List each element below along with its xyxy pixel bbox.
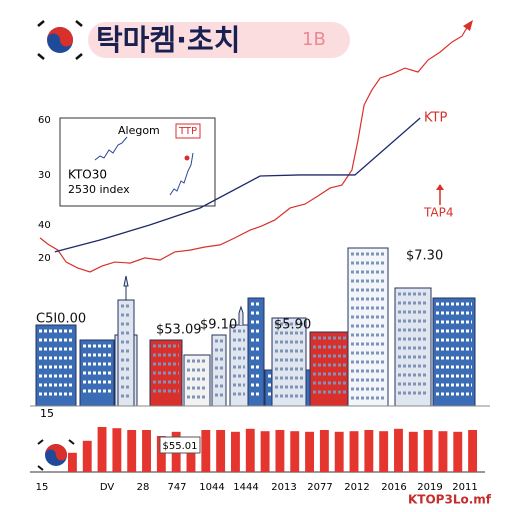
bar [290, 431, 300, 472]
bar [275, 430, 285, 472]
x-tick-label: 2013 [271, 482, 296, 493]
bar [67, 452, 77, 472]
x-tick-label: 1444 [233, 482, 258, 493]
annotation: $9.10 [200, 318, 237, 333]
annotation: KTP [424, 111, 447, 126]
inset-spark [169, 152, 194, 196]
inset-name: Alegom [118, 124, 160, 137]
x-tick-label: 2077 [307, 482, 332, 493]
title: 탁마켐·초치 [96, 23, 240, 57]
axis-label: 60 [38, 115, 51, 126]
annotation: $7.30 [406, 249, 443, 264]
x-tick-label: 747 [167, 482, 186, 493]
x-tick-label: 1044 [199, 482, 224, 493]
inset-line: 2530 index [68, 183, 130, 196]
axis-label: 30 [38, 170, 51, 181]
building [211, 334, 227, 407]
bar [468, 430, 478, 472]
building [309, 331, 351, 407]
bar [82, 440, 92, 472]
annotation: TAP4 [423, 206, 453, 220]
bar [334, 431, 344, 472]
x-tick-label: 2016 [381, 482, 406, 493]
bar [201, 430, 211, 472]
arrow-head [436, 184, 444, 190]
bar [423, 430, 433, 472]
line [54, 117, 421, 253]
building [432, 297, 476, 407]
bar [364, 430, 374, 472]
inset-tag: TTP [178, 126, 197, 137]
bar [408, 431, 418, 472]
annotation: $55.01 [163, 441, 198, 452]
x-tick-label: 2019 [417, 482, 442, 493]
bar [245, 428, 255, 472]
x-tick-label: 2012 [344, 482, 369, 493]
axis-label: 15 [40, 407, 54, 420]
bar [394, 428, 403, 472]
bar [349, 431, 359, 472]
spire [123, 275, 129, 300]
bar [260, 431, 270, 472]
annotation: C5I0.00 [36, 312, 86, 327]
bar [127, 430, 137, 472]
spire [238, 305, 244, 325]
bar [379, 431, 389, 472]
inset-line: KTO30 [68, 168, 107, 182]
bar [305, 431, 314, 472]
inset-dot [184, 155, 190, 161]
inset-spark [94, 136, 128, 161]
title-pill [88, 22, 350, 58]
x-tick-label: DV [100, 482, 115, 493]
flag [37, 20, 83, 60]
city [35, 247, 476, 407]
bar [438, 431, 448, 472]
x-tick-label: 2011 [452, 482, 477, 493]
bar [97, 427, 107, 472]
bar [156, 436, 166, 472]
line [39, 21, 471, 273]
badge: 1B [302, 29, 326, 50]
footer: KTOP3Lo.mf [408, 493, 492, 507]
bar [216, 430, 226, 472]
bar [319, 430, 329, 472]
axis-label: 40 [38, 220, 51, 231]
bar [186, 446, 196, 472]
x-tick-label: 15 [36, 482, 49, 493]
bar [231, 431, 240, 472]
annotation-box [159, 436, 201, 454]
axis-label: 20 [38, 253, 51, 264]
x-tick-label: 28 [137, 482, 150, 493]
bar [112, 428, 122, 472]
bar [453, 431, 463, 472]
annotation: $5.90 [274, 318, 311, 333]
inset-tag-box [175, 123, 201, 139]
annotation: $53.09 [156, 323, 202, 338]
bar [142, 430, 151, 472]
